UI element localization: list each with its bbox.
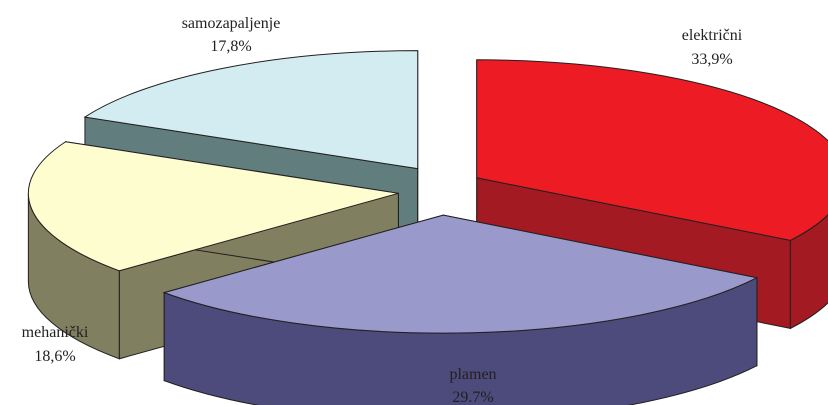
slice-2-top xyxy=(27,141,399,272)
label-value-1: 29.7% xyxy=(452,389,493,405)
label-value-0: 33,9% xyxy=(691,51,732,68)
slice-1-top xyxy=(162,214,759,334)
label-category-1: plamen xyxy=(449,366,496,383)
slice-0-wall xyxy=(789,214,828,330)
slice-0-top xyxy=(476,59,828,241)
label-category-3: samozapaljenje xyxy=(182,15,281,32)
slice-3-top xyxy=(83,50,419,170)
label-category-2: mehanički xyxy=(22,324,89,341)
label-category-0: električni xyxy=(682,27,743,44)
label-value-2: 18,6% xyxy=(34,348,75,365)
slice-1 xyxy=(162,214,759,405)
label-value-3: 17,8% xyxy=(210,38,251,55)
